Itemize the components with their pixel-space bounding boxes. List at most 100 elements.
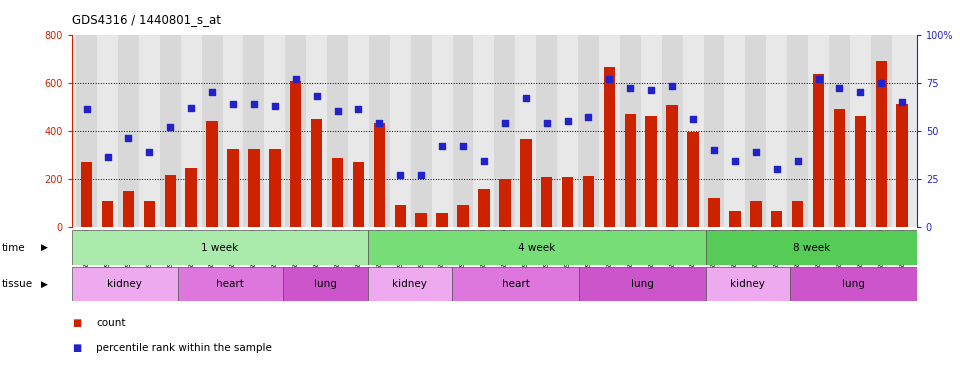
Bar bbox=[327, 35, 348, 227]
Bar bbox=[704, 35, 725, 227]
Bar bbox=[557, 35, 578, 227]
Bar bbox=[645, 116, 657, 227]
Bar bbox=[139, 35, 159, 227]
Point bbox=[707, 147, 722, 153]
Point bbox=[643, 87, 659, 93]
Bar bbox=[311, 119, 323, 227]
Bar bbox=[706, 267, 790, 301]
Bar bbox=[416, 213, 427, 227]
Bar bbox=[395, 205, 406, 227]
Bar bbox=[81, 162, 92, 227]
Bar bbox=[683, 35, 704, 227]
Bar bbox=[159, 35, 180, 227]
Bar bbox=[790, 267, 917, 301]
Bar bbox=[520, 139, 532, 227]
Point bbox=[831, 85, 847, 91]
Point bbox=[372, 120, 387, 126]
Bar bbox=[766, 35, 787, 227]
Bar bbox=[604, 67, 615, 227]
Bar bbox=[144, 201, 156, 227]
Point bbox=[288, 76, 303, 82]
Point bbox=[247, 101, 262, 107]
Text: lung: lung bbox=[842, 279, 865, 289]
Text: kidney: kidney bbox=[731, 279, 765, 289]
Text: GDS4316 / 1440801_s_at: GDS4316 / 1440801_s_at bbox=[72, 13, 221, 26]
Point bbox=[100, 154, 115, 161]
Bar bbox=[390, 35, 411, 227]
Bar bbox=[368, 267, 452, 301]
Bar bbox=[118, 35, 139, 227]
Text: count: count bbox=[96, 318, 126, 328]
Bar bbox=[283, 267, 368, 301]
Bar bbox=[123, 190, 134, 227]
Bar bbox=[725, 35, 745, 227]
Bar bbox=[599, 35, 620, 227]
Bar bbox=[813, 74, 825, 227]
Bar bbox=[494, 35, 516, 227]
Bar bbox=[516, 35, 537, 227]
Text: ■: ■ bbox=[72, 343, 82, 353]
Text: heart: heart bbox=[501, 279, 530, 289]
Point bbox=[226, 101, 241, 107]
Bar bbox=[72, 230, 368, 265]
Point bbox=[204, 89, 220, 95]
Text: ■: ■ bbox=[72, 318, 82, 328]
Bar bbox=[625, 114, 636, 227]
Bar bbox=[264, 35, 285, 227]
Point bbox=[664, 83, 680, 89]
Text: time: time bbox=[2, 243, 26, 253]
Bar bbox=[244, 35, 264, 227]
Bar bbox=[306, 35, 327, 227]
Point bbox=[623, 85, 638, 91]
Point bbox=[309, 93, 324, 99]
Bar bbox=[730, 211, 740, 227]
Point bbox=[393, 172, 408, 178]
Point bbox=[497, 120, 513, 126]
Point bbox=[162, 124, 178, 130]
Point bbox=[602, 76, 617, 82]
Bar bbox=[876, 61, 887, 227]
Bar bbox=[72, 267, 178, 301]
Bar bbox=[249, 149, 259, 227]
Bar bbox=[368, 230, 706, 265]
Bar bbox=[771, 212, 782, 227]
Point bbox=[142, 149, 157, 155]
Bar bbox=[583, 176, 594, 227]
Point bbox=[852, 89, 868, 95]
Text: kidney: kidney bbox=[393, 279, 427, 289]
Point bbox=[350, 106, 366, 113]
Point bbox=[560, 118, 575, 124]
Point bbox=[581, 114, 596, 120]
Point bbox=[518, 95, 534, 101]
Bar bbox=[102, 201, 113, 227]
Bar bbox=[185, 168, 197, 227]
Text: kidney: kidney bbox=[108, 279, 142, 289]
Bar bbox=[452, 267, 579, 301]
Point bbox=[183, 104, 199, 111]
Bar bbox=[180, 35, 202, 227]
Bar bbox=[579, 267, 706, 301]
Text: lung: lung bbox=[314, 279, 337, 289]
Point bbox=[790, 158, 805, 164]
Bar bbox=[792, 201, 804, 227]
Bar bbox=[537, 35, 557, 227]
Text: heart: heart bbox=[216, 279, 245, 289]
Bar bbox=[348, 35, 369, 227]
Bar bbox=[850, 35, 871, 227]
Point bbox=[414, 172, 429, 178]
Point bbox=[455, 143, 470, 149]
Bar bbox=[620, 35, 640, 227]
Bar bbox=[228, 149, 239, 227]
Text: tissue: tissue bbox=[2, 279, 33, 289]
Bar bbox=[578, 35, 599, 227]
Point bbox=[330, 108, 346, 114]
Bar bbox=[708, 198, 720, 227]
Bar bbox=[437, 213, 448, 227]
Bar bbox=[290, 81, 301, 227]
Bar bbox=[640, 35, 661, 227]
Bar bbox=[432, 35, 452, 227]
Bar bbox=[202, 35, 223, 227]
Bar bbox=[706, 230, 917, 265]
Bar bbox=[854, 116, 866, 227]
Bar bbox=[750, 201, 761, 227]
